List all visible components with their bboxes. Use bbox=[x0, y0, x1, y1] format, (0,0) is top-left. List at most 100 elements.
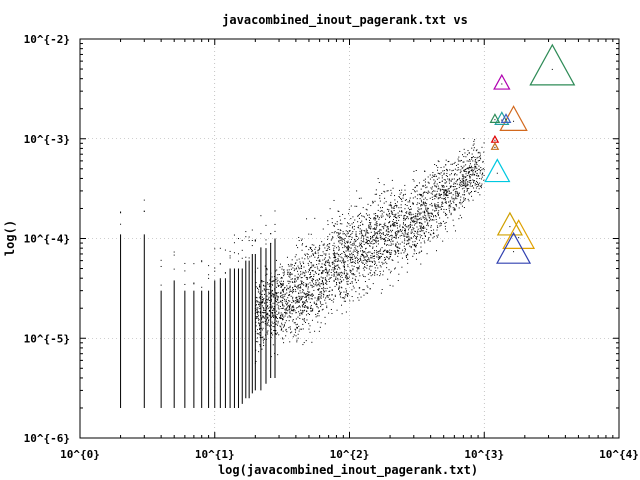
data-point bbox=[474, 190, 476, 192]
data-point bbox=[335, 283, 337, 285]
data-point bbox=[431, 193, 433, 195]
data-point bbox=[379, 197, 381, 199]
data-point bbox=[312, 283, 314, 285]
data-point bbox=[274, 289, 276, 291]
data-point bbox=[346, 290, 348, 292]
data-point bbox=[367, 286, 369, 288]
data-point bbox=[286, 303, 288, 305]
data-point bbox=[355, 241, 357, 243]
data-point bbox=[318, 246, 320, 248]
data-point bbox=[265, 300, 267, 302]
data-point bbox=[388, 258, 390, 260]
data-point bbox=[306, 310, 308, 312]
data-point bbox=[464, 152, 466, 154]
data-point bbox=[342, 265, 344, 267]
data-point bbox=[364, 235, 366, 237]
data-point bbox=[471, 195, 473, 197]
data-point bbox=[315, 304, 317, 306]
data-point bbox=[256, 304, 258, 306]
data-point bbox=[318, 315, 320, 317]
data-point bbox=[373, 255, 375, 257]
data-point bbox=[302, 289, 304, 291]
data-point bbox=[314, 252, 316, 254]
data-point bbox=[397, 215, 399, 217]
data-point bbox=[208, 277, 210, 279]
data-point bbox=[321, 263, 323, 265]
data-point bbox=[272, 322, 274, 324]
data-point bbox=[444, 191, 446, 193]
data-point bbox=[425, 215, 427, 217]
data-point bbox=[303, 342, 305, 344]
data-point bbox=[345, 294, 347, 296]
data-point bbox=[268, 293, 270, 295]
data-point bbox=[422, 238, 424, 240]
data-point bbox=[363, 275, 365, 277]
data-point bbox=[398, 243, 400, 245]
data-point bbox=[387, 230, 389, 232]
data-point bbox=[301, 312, 303, 314]
data-point bbox=[268, 314, 270, 316]
data-point bbox=[254, 239, 256, 241]
data-point bbox=[324, 257, 326, 259]
data-point bbox=[480, 158, 482, 160]
data-point bbox=[366, 254, 368, 256]
data-point bbox=[308, 249, 310, 251]
data-point bbox=[363, 257, 365, 259]
data-point bbox=[452, 219, 454, 221]
marker-center-point bbox=[551, 68, 553, 70]
data-point bbox=[353, 255, 355, 257]
data-point bbox=[385, 218, 387, 220]
data-point bbox=[427, 176, 429, 178]
data-point bbox=[426, 224, 428, 226]
data-point bbox=[398, 216, 400, 218]
data-point bbox=[281, 276, 283, 278]
data-point bbox=[384, 240, 386, 242]
data-point bbox=[386, 250, 388, 252]
data-point bbox=[480, 187, 482, 189]
data-point bbox=[454, 208, 456, 210]
data-point bbox=[380, 236, 382, 238]
data-point bbox=[377, 204, 379, 206]
data-point bbox=[420, 263, 422, 265]
data-point bbox=[325, 269, 327, 271]
data-point bbox=[396, 241, 398, 243]
data-point bbox=[320, 291, 322, 293]
data-point bbox=[259, 311, 261, 313]
data-point bbox=[479, 182, 481, 184]
data-point bbox=[409, 197, 411, 199]
data-point bbox=[457, 158, 459, 160]
data-point bbox=[359, 257, 361, 259]
data-point bbox=[350, 234, 352, 236]
data-point bbox=[288, 306, 290, 308]
data-point bbox=[376, 193, 378, 195]
data-point bbox=[414, 250, 416, 252]
data-point bbox=[273, 330, 275, 332]
data-point bbox=[419, 198, 421, 200]
data-point bbox=[376, 254, 378, 256]
data-point bbox=[420, 242, 422, 244]
data-point bbox=[402, 197, 404, 199]
data-point bbox=[321, 283, 323, 285]
data-point bbox=[425, 191, 427, 193]
data-point bbox=[361, 246, 363, 248]
data-point bbox=[483, 151, 485, 153]
data-point bbox=[320, 266, 322, 268]
data-point bbox=[353, 228, 355, 230]
data-point bbox=[318, 282, 320, 284]
data-point bbox=[287, 287, 289, 289]
data-point bbox=[354, 278, 356, 280]
data-point bbox=[267, 305, 269, 307]
data-point bbox=[387, 250, 389, 252]
data-point bbox=[346, 225, 348, 227]
data-point bbox=[229, 257, 231, 259]
data-point bbox=[392, 222, 394, 224]
data-point bbox=[275, 330, 277, 332]
data-point bbox=[350, 260, 352, 262]
data-point bbox=[268, 319, 270, 321]
data-point bbox=[418, 239, 420, 241]
data-point bbox=[310, 248, 312, 250]
data-point bbox=[298, 258, 300, 260]
data-point bbox=[478, 175, 480, 177]
data-point bbox=[317, 296, 319, 298]
data-point bbox=[384, 250, 386, 252]
